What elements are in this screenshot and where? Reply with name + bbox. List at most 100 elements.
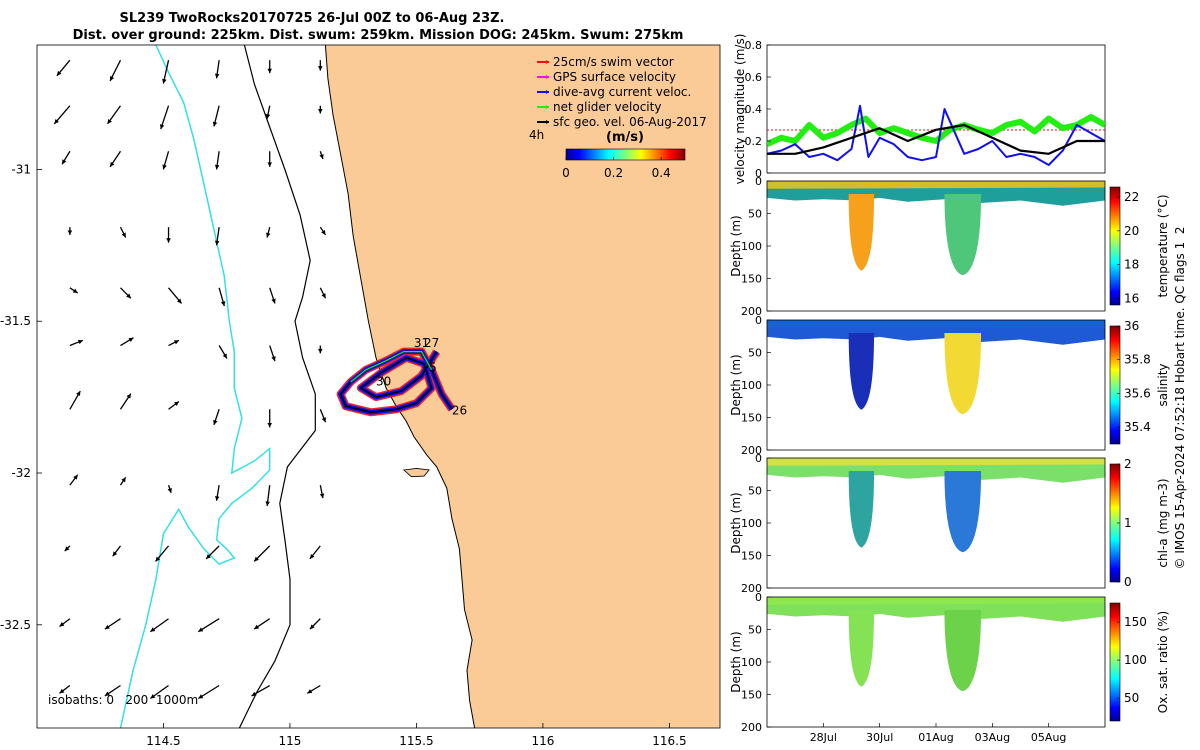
map-y-tick-label: -32.5	[0, 618, 31, 632]
current-vector-arrow	[155, 545, 170, 562]
salinity-colorbar-label: salinity	[1156, 363, 1170, 406]
chla-dive-profile	[944, 471, 982, 553]
salinity-panel: 0 50 100 150 200 Depth (m) 35.4 35.6 35.8 36 salin…	[729, 314, 1170, 457]
current-vector-arrow	[168, 400, 180, 410]
speed-colorbar-tick-label: 0.4	[652, 166, 671, 180]
temperature-colorbar-tick-label: 20	[1124, 224, 1139, 238]
chla-y-tick-label: 0	[755, 452, 762, 465]
current-vector-arrow	[109, 59, 122, 82]
salinity-y-tick-label: 200	[741, 444, 762, 457]
sfc-geo-velocity-vectors	[53, 59, 327, 700]
speed-colorbar	[565, 148, 686, 161]
map-x-ticks: 114.5 115 115.5 116 116.5	[146, 723, 687, 748]
temperature-surface-layer	[767, 181, 1105, 189]
oxygen-surface-layer	[767, 597, 1105, 605]
current-vector-arrow	[319, 226, 327, 236]
map-x-tick-label: 116	[531, 734, 554, 748]
temperature-y-tick-label: 200	[741, 305, 762, 318]
current-vector-arrow	[112, 545, 121, 557]
temperature-y-tick-label: 50	[748, 208, 762, 221]
salinity-colorbar-tick-label: 35.4	[1124, 420, 1151, 434]
temperature-colorbar-tick-label: 18	[1124, 258, 1139, 272]
velocity-series-line	[767, 104, 1105, 166]
current-vector-arrow	[318, 105, 323, 114]
current-vector-arrow	[120, 287, 132, 299]
velocity-ylabel: velocity magnitude (m/s)	[733, 34, 747, 185]
oxygen-dive-profile	[944, 610, 982, 692]
current-vector-arrow	[69, 339, 84, 347]
salinity-y-tick-label: 50	[748, 347, 762, 360]
salinity-dive-profile	[944, 333, 982, 415]
current-vector-arrow	[166, 227, 171, 243]
current-vector-arrow	[267, 60, 272, 74]
current-vector-arrow	[119, 393, 132, 410]
oxygen-dive-profile	[848, 610, 875, 687]
chla-panel: 0 50 100 150 200 Depth (m) 0 1 2 chl-a (mg m-3)	[729, 452, 1170, 595]
current-vector-arrow	[149, 618, 169, 633]
time-x-tick-label: 05Aug	[1031, 731, 1066, 744]
current-vector-arrow	[162, 60, 170, 84]
current-vector-arrow	[265, 105, 271, 119]
isobaths-label: isobaths: 0 200 1000m	[48, 693, 198, 707]
chla-surface-layer	[767, 458, 1105, 466]
velocity-y-tick-label: 0.8	[745, 39, 763, 52]
isobath-1000m	[119, 45, 271, 728]
figure-subtitle: Dist. over ground: 225km. Dist. swum: 25…	[73, 28, 684, 43]
oxygen-colorbar-tick-label: 150	[1124, 615, 1147, 629]
current-vector-arrow	[318, 60, 323, 71]
rottnest-island	[402, 468, 430, 478]
temperature-colorbar-tick-label: 22	[1124, 190, 1139, 204]
velocity-y-tick-label: 0.2	[745, 135, 763, 148]
velocity-y-tick-label: 0.4	[745, 103, 763, 116]
temperature-y-tick-label: 0	[755, 175, 762, 188]
land-area	[325, 45, 720, 728]
coastline-0m-isobath	[324, 45, 476, 728]
legend-entry: net glider velocity	[537, 100, 661, 114]
map-y-tick-label: -31	[11, 162, 31, 176]
current-vector-arrow	[61, 150, 71, 165]
current-vector-arrow	[213, 409, 220, 426]
day-label: 26	[452, 404, 467, 418]
current-vector-arrow	[253, 618, 271, 630]
temperature-colorbar-label: temperature (°C)	[1156, 195, 1170, 298]
time-x-tick-label: 03Aug	[975, 731, 1010, 744]
time-x-tick-label: 28Jul	[810, 731, 837, 744]
current-vector-arrow	[119, 476, 127, 486]
credit-text: © IMOS 15-Apr-2024 07:52:18 Hobart time.…	[1173, 227, 1187, 570]
map-y-ticks: -31 -31.5 -32 -32.5	[0, 162, 42, 632]
current-vector-arrow	[162, 151, 170, 170]
salinity-colorbar-tick-label: 36	[1124, 319, 1139, 333]
current-vector-arrow	[69, 287, 79, 294]
current-vector-arrow	[214, 227, 220, 246]
current-vector-arrow	[67, 227, 73, 235]
map-x-tick-label: 114.5	[146, 734, 180, 748]
velocity-series-line	[767, 114, 1105, 147]
salinity-y-tick-label: 100	[741, 379, 762, 392]
day-label: 27	[424, 336, 439, 350]
map-x-tick-label: 115.5	[399, 734, 433, 748]
salinity-colorbar	[1109, 325, 1121, 445]
oxygen-colorbar-tick-label: 100	[1124, 653, 1147, 667]
temperature-dive-profile	[944, 194, 982, 276]
current-vector-arrow	[168, 339, 180, 347]
legend-label: GPS surface velocity	[553, 70, 676, 84]
current-vector-arrow	[266, 226, 271, 238]
map-x-tick-label: 116.5	[652, 734, 686, 748]
oxygen-colorbar-tick-label: 50	[1124, 691, 1139, 705]
glider-track	[336, 347, 456, 417]
figure-title: SL239 TwoRocks20170725 26-Jul 00Z to 06-…	[120, 11, 505, 26]
current-vector-arrow	[53, 105, 71, 125]
chla-colorbar-tick-label: 0	[1124, 575, 1132, 589]
oxygen-y-tick-label: 50	[748, 624, 762, 637]
net-glider-velocity	[350, 351, 433, 383]
salinity-y-tick-label: 0	[755, 314, 762, 327]
legend-label: net glider velocity	[553, 100, 661, 114]
chla-colorbar-tick-label: 2	[1124, 457, 1132, 471]
temperature-ylabel: Depth (m)	[729, 215, 743, 276]
legend-label: 25cm/s swim vector	[553, 55, 674, 69]
current-vector-arrow	[253, 545, 271, 562]
current-vector-arrow	[214, 60, 220, 79]
